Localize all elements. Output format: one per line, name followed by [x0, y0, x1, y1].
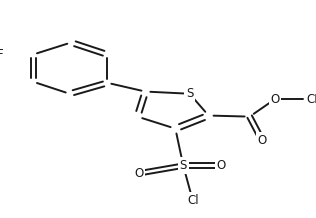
Text: CH₃: CH₃	[306, 93, 316, 106]
Text: S: S	[186, 87, 193, 100]
Text: Cl: Cl	[187, 194, 198, 207]
Text: O: O	[134, 167, 144, 180]
Text: S: S	[179, 159, 187, 172]
Text: O: O	[270, 93, 280, 106]
Text: O: O	[258, 134, 267, 147]
Text: O: O	[216, 159, 226, 172]
Text: F: F	[0, 48, 3, 61]
